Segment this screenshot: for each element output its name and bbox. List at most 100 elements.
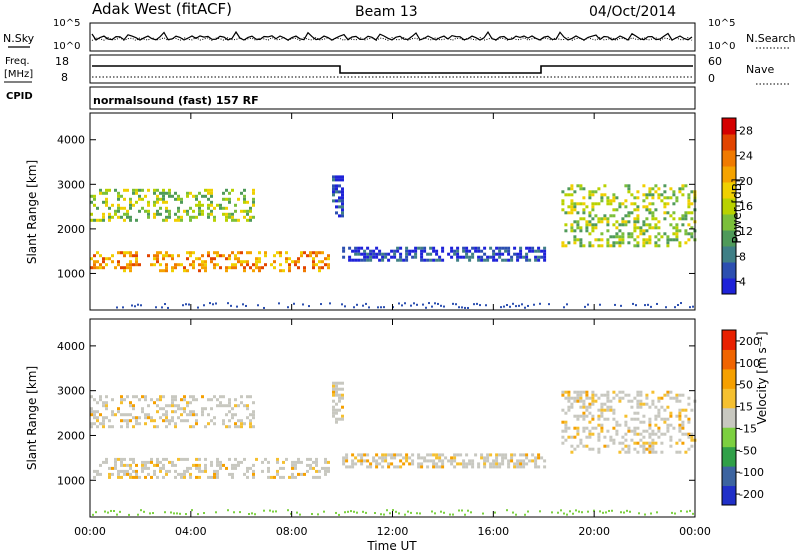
data-cell	[276, 472, 279, 476]
data-cell	[651, 450, 655, 454]
nave-tick-top: 60	[708, 55, 722, 68]
data-cell	[297, 266, 300, 270]
data-cell	[684, 241, 688, 245]
data-cell	[672, 211, 676, 215]
data-cell	[612, 208, 616, 212]
data-cell	[606, 399, 610, 403]
ground-scatter-cell	[116, 306, 118, 309]
data-cell	[642, 238, 646, 242]
data-cell	[642, 441, 646, 445]
data-cell	[648, 417, 652, 421]
data-cell	[246, 416, 249, 420]
data-cell	[642, 220, 646, 224]
data-cell	[219, 395, 222, 399]
data-cell	[195, 215, 198, 219]
data-cell	[225, 425, 228, 429]
data-cell	[678, 217, 682, 221]
data-cell	[621, 232, 625, 236]
ground-scatter-cell	[257, 304, 259, 307]
data-cell	[324, 263, 327, 267]
data-cell	[597, 202, 601, 206]
data-cell	[195, 466, 198, 470]
data-cell	[582, 196, 586, 200]
data-cell	[183, 398, 186, 402]
data-cell	[633, 441, 637, 445]
data-cell	[198, 263, 201, 267]
data-cell	[345, 459, 349, 463]
data-cell	[231, 188, 234, 192]
velocity-heatmap	[90, 381, 697, 516]
data-cell	[411, 255, 415, 259]
ground-scatter-cell	[515, 305, 517, 308]
ground-scatter-cell	[122, 306, 124, 309]
data-cell	[372, 249, 376, 253]
data-cell	[654, 244, 658, 248]
data-cell	[279, 263, 282, 267]
data-cell	[243, 200, 246, 204]
data-cell	[663, 190, 667, 194]
data-cell	[332, 399, 335, 403]
data-cell	[195, 398, 198, 402]
ground-scatter-cell	[365, 511, 367, 514]
data-cell	[642, 205, 646, 209]
ground-scatter-cell	[227, 509, 229, 512]
data-cell	[588, 211, 592, 215]
data-cell	[204, 266, 207, 270]
freq-tick-top: 18	[55, 55, 69, 68]
data-cell	[285, 260, 288, 264]
data-cell	[591, 217, 595, 221]
data-cell	[600, 393, 604, 397]
ground-scatter-cell	[650, 305, 652, 308]
data-cell	[669, 214, 673, 218]
data-cell	[294, 260, 297, 264]
data-cell	[690, 217, 694, 221]
ground-scatter-cell	[287, 306, 289, 309]
data-cell	[600, 217, 604, 221]
data-cell	[594, 226, 598, 230]
data-cell	[168, 419, 171, 423]
data-cell	[93, 416, 96, 420]
ground-scatter-cell	[137, 513, 139, 516]
ground-scatter-cell	[230, 304, 232, 307]
power-ylabel: Slant Range [km]	[25, 160, 39, 264]
ground-scatter-cell	[467, 306, 469, 309]
data-cell	[537, 456, 541, 460]
colorbar-tick-label: 8	[739, 250, 746, 263]
data-cell	[219, 460, 222, 464]
data-cell	[384, 453, 388, 457]
data-cell	[276, 457, 279, 461]
data-cell	[411, 453, 415, 457]
data-cell	[627, 447, 631, 451]
data-cell	[282, 460, 285, 464]
data-cell	[414, 249, 418, 253]
data-cell	[246, 404, 249, 408]
ground-scatter-cell	[428, 302, 430, 305]
data-cell	[335, 199, 338, 203]
x-tick-label: 00:00	[74, 525, 106, 538]
data-cell	[105, 395, 108, 399]
data-cell	[501, 456, 505, 460]
power-heatmap	[90, 175, 697, 309]
data-cell	[420, 246, 424, 250]
ground-scatter-cell	[362, 304, 364, 307]
ground-scatter-cell	[656, 302, 658, 305]
data-cell	[99, 188, 102, 192]
data-cell	[564, 411, 568, 415]
colorbar-swatch	[722, 198, 736, 215]
data-cell	[192, 209, 195, 213]
data-cell	[186, 466, 189, 470]
data-cell	[606, 444, 610, 448]
data-cell	[582, 429, 586, 433]
data-cell	[588, 193, 592, 197]
data-cell	[588, 241, 592, 245]
data-cell	[246, 209, 249, 213]
data-cell	[198, 206, 201, 210]
data-cell	[402, 456, 406, 460]
ground-scatter-cell	[419, 512, 421, 515]
data-cell	[351, 465, 355, 469]
data-cell	[657, 435, 661, 439]
data-cell	[612, 390, 616, 394]
data-cell	[600, 196, 604, 200]
data-cell	[405, 258, 409, 262]
data-cell	[441, 249, 445, 253]
